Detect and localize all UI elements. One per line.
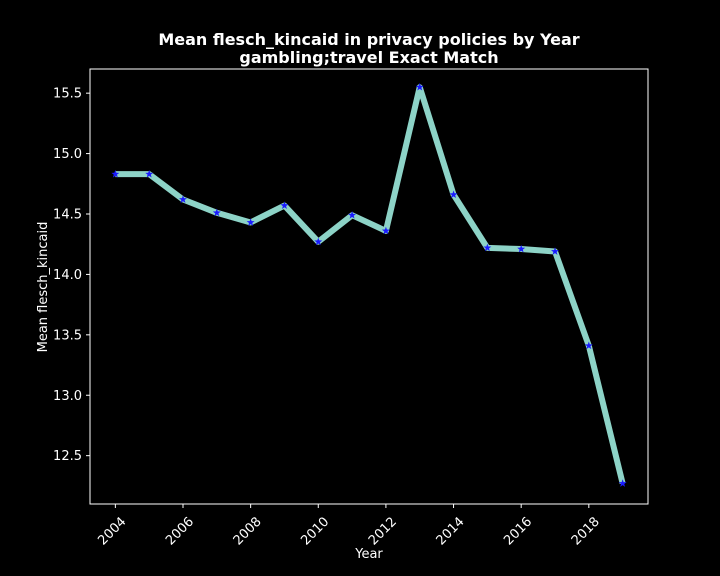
x-axis-label: Year bbox=[354, 547, 383, 562]
data-point-marker bbox=[348, 211, 357, 219]
data-point-marker bbox=[145, 169, 154, 178]
data-point-marker bbox=[314, 237, 323, 246]
y-tick-label: 14.0 bbox=[53, 268, 82, 283]
y-tick-label: 14.5 bbox=[53, 208, 82, 223]
y-axis: 12.5 13.0 13.5 14.0 14.5 15.0 15.5 bbox=[53, 87, 90, 464]
data-point-marker bbox=[517, 244, 526, 253]
data-point-marker bbox=[381, 226, 390, 235]
series-layer bbox=[111, 82, 627, 487]
data-point-marker bbox=[618, 479, 627, 487]
series-line bbox=[115, 84, 626, 485]
data-point-marker bbox=[246, 218, 255, 226]
data-point-marker bbox=[111, 169, 120, 178]
data-point-marker bbox=[179, 195, 187, 203]
y-tick-label: 15.5 bbox=[53, 87, 82, 102]
plot-area bbox=[89, 68, 649, 505]
chart-title: Mean flesch_kincaid in privacy policies … bbox=[158, 30, 579, 49]
data-point-marker bbox=[280, 201, 289, 209]
data-point-marker bbox=[551, 247, 559, 255]
data-point-marker bbox=[212, 208, 221, 217]
data-point-marker bbox=[483, 243, 492, 252]
y-axis-label: Mean flesch_kincaid bbox=[36, 222, 51, 353]
y-tick-label: 13.5 bbox=[53, 328, 82, 343]
y-tick-label: 15.0 bbox=[53, 147, 82, 162]
chart-subtitle: gambling;travel Exact Match bbox=[239, 48, 498, 67]
data-point-marker bbox=[415, 82, 424, 91]
data-point-marker bbox=[449, 190, 458, 199]
y-tick-label: 12.5 bbox=[53, 449, 82, 464]
y-tick-label: 13.0 bbox=[53, 389, 82, 404]
data-point-marker bbox=[584, 341, 593, 350]
